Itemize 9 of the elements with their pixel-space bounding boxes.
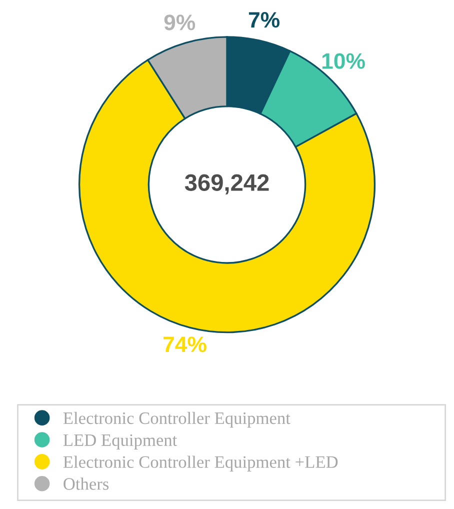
legend-label: Electronic Controller Equipment +LED xyxy=(63,456,338,472)
text: 369,242 xyxy=(184,174,269,194)
data-label: 9% xyxy=(164,14,196,30)
data-label: 10% xyxy=(322,53,365,69)
legend-label: Others xyxy=(64,478,109,490)
data-label: 74% xyxy=(163,336,206,352)
legend-label: LED Equipment xyxy=(63,434,178,450)
data-label: 7% xyxy=(248,12,280,28)
legend-label: Electronic Controller Equipment xyxy=(63,412,290,428)
